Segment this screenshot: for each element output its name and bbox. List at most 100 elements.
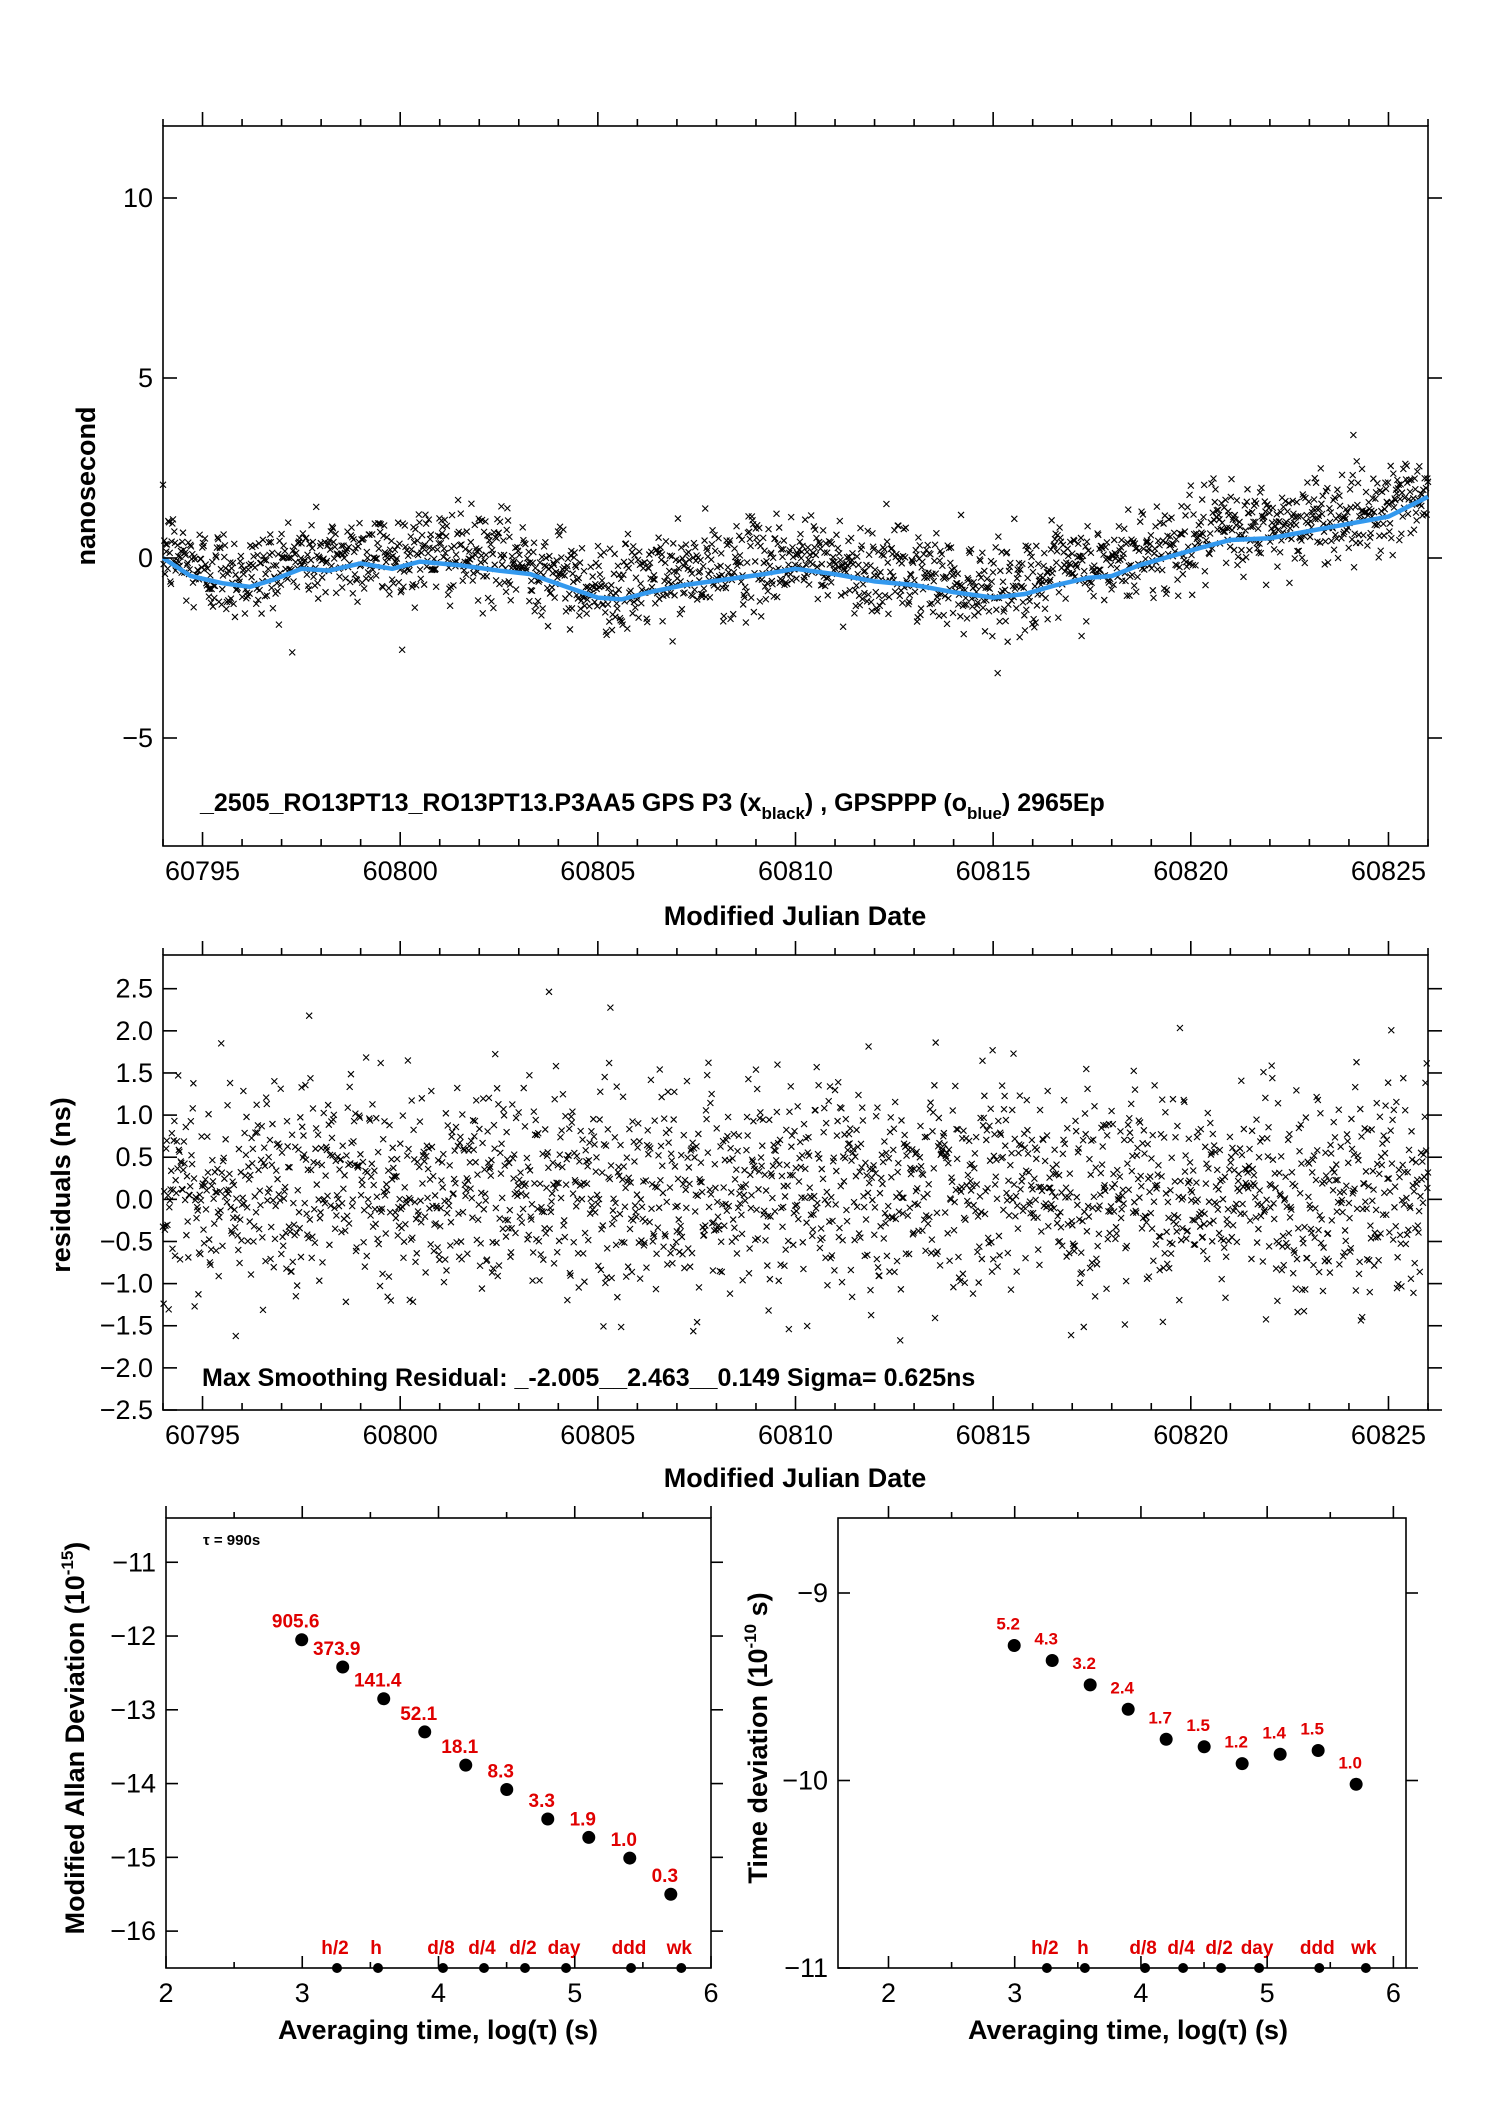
residual-point <box>1185 1135 1193 1143</box>
phase-point <box>549 559 557 567</box>
phase-point <box>1389 551 1397 559</box>
residual-point <box>1027 1181 1035 1189</box>
residual-point <box>650 1232 658 1240</box>
residual-point <box>236 1216 244 1224</box>
phase-point <box>1295 547 1303 555</box>
phase-point <box>254 596 262 604</box>
residual-point <box>913 1148 921 1156</box>
residual-point <box>1255 1153 1263 1161</box>
residual-point <box>862 1159 869 1167</box>
residual-point <box>813 1199 821 1207</box>
phase-point <box>1316 505 1323 513</box>
tdev-x-tick-label: 2 <box>881 1978 896 2008</box>
residual-point <box>771 1207 779 1215</box>
residual-point <box>855 1230 863 1237</box>
residual-point <box>1221 1173 1229 1181</box>
residual-point <box>577 1127 585 1135</box>
tdev-panel: 5.24.33.22.41.7 1.51.2 1.4 1.51.0h/2 h d/8 d/4… <box>741 1506 1418 2045</box>
phase-point <box>821 582 829 590</box>
residual-point <box>855 1091 862 1099</box>
residual-point <box>468 1194 476 1202</box>
phase-point <box>427 531 435 538</box>
residual-point <box>724 1113 732 1121</box>
phase-point <box>1192 562 1199 569</box>
residual-point <box>755 1167 763 1175</box>
phase-point <box>1174 592 1182 600</box>
phase-point <box>488 598 495 605</box>
phase-point <box>1332 531 1339 539</box>
phase-point <box>567 547 575 555</box>
residual-point <box>947 1196 955 1204</box>
residual-point <box>493 1239 500 1247</box>
residual-point <box>302 1156 310 1164</box>
phase-point <box>1260 518 1267 526</box>
residual-point <box>982 1136 990 1144</box>
phase-point <box>502 588 510 596</box>
phase-point <box>1016 566 1024 573</box>
mdev-tau-annotation: τ = 990s <box>203 1532 260 1549</box>
residual-point <box>551 1095 559 1103</box>
residual-point <box>440 1278 448 1286</box>
phase-point <box>342 574 349 582</box>
residual-point <box>432 1220 440 1227</box>
residual-point <box>987 1105 995 1113</box>
residual-point <box>829 1217 836 1225</box>
phase-point <box>941 592 949 600</box>
phase-point <box>204 565 212 572</box>
residual-point <box>1291 1249 1298 1257</box>
residual-point <box>1148 1155 1155 1162</box>
phase-point <box>1371 495 1379 503</box>
phase-point <box>1084 522 1091 530</box>
residual-point <box>956 1277 964 1285</box>
phase-point <box>1289 497 1297 505</box>
phase-point <box>1198 496 1206 503</box>
phase-point <box>657 556 665 564</box>
phase-point <box>481 557 489 565</box>
phase-point <box>1010 515 1018 523</box>
phase-point <box>1378 488 1386 496</box>
phase-point <box>238 562 245 569</box>
phase-point <box>701 505 709 512</box>
residual-point <box>955 1253 962 1261</box>
residual-point <box>563 1296 571 1304</box>
phase-point <box>1374 520 1382 528</box>
phase-point <box>518 563 526 570</box>
residual-point <box>744 1075 752 1083</box>
residual-point <box>1057 1223 1065 1231</box>
phase-point <box>762 595 770 603</box>
residual-point <box>844 1146 852 1154</box>
phase-point <box>757 612 765 620</box>
phase-point <box>963 615 971 622</box>
residual-point <box>396 1140 404 1148</box>
residual-point <box>349 1196 357 1204</box>
residual-point <box>960 1127 967 1135</box>
phase-point <box>580 567 588 575</box>
residual-point <box>814 1150 822 1158</box>
residual-point <box>253 1129 261 1136</box>
phase-point <box>544 622 552 630</box>
residual-point <box>1125 1114 1133 1122</box>
residual-point <box>600 1322 607 1330</box>
residual-point <box>710 1219 717 1226</box>
residual-point <box>285 1223 293 1231</box>
phase-point <box>1068 550 1076 557</box>
phase-point <box>208 558 216 566</box>
phase-point <box>917 605 925 612</box>
residual-point <box>631 1202 639 1209</box>
residual-point <box>1404 1168 1412 1176</box>
residual-point <box>746 1245 754 1252</box>
residuals-x-axis-label: Modified Julian Date <box>664 1463 927 1493</box>
residual-point <box>664 1088 672 1096</box>
phase-point <box>553 557 561 564</box>
residual-point <box>970 1201 978 1209</box>
phase-point <box>190 553 198 561</box>
phase-point <box>658 551 666 558</box>
phase-point <box>737 559 744 567</box>
phase-point <box>1363 542 1371 549</box>
residual-point <box>989 1046 997 1054</box>
residual-point <box>358 1181 366 1189</box>
residual-point <box>278 1149 286 1157</box>
phase-point <box>614 562 622 570</box>
residual-point <box>691 1154 698 1161</box>
phase-point <box>1212 486 1219 493</box>
